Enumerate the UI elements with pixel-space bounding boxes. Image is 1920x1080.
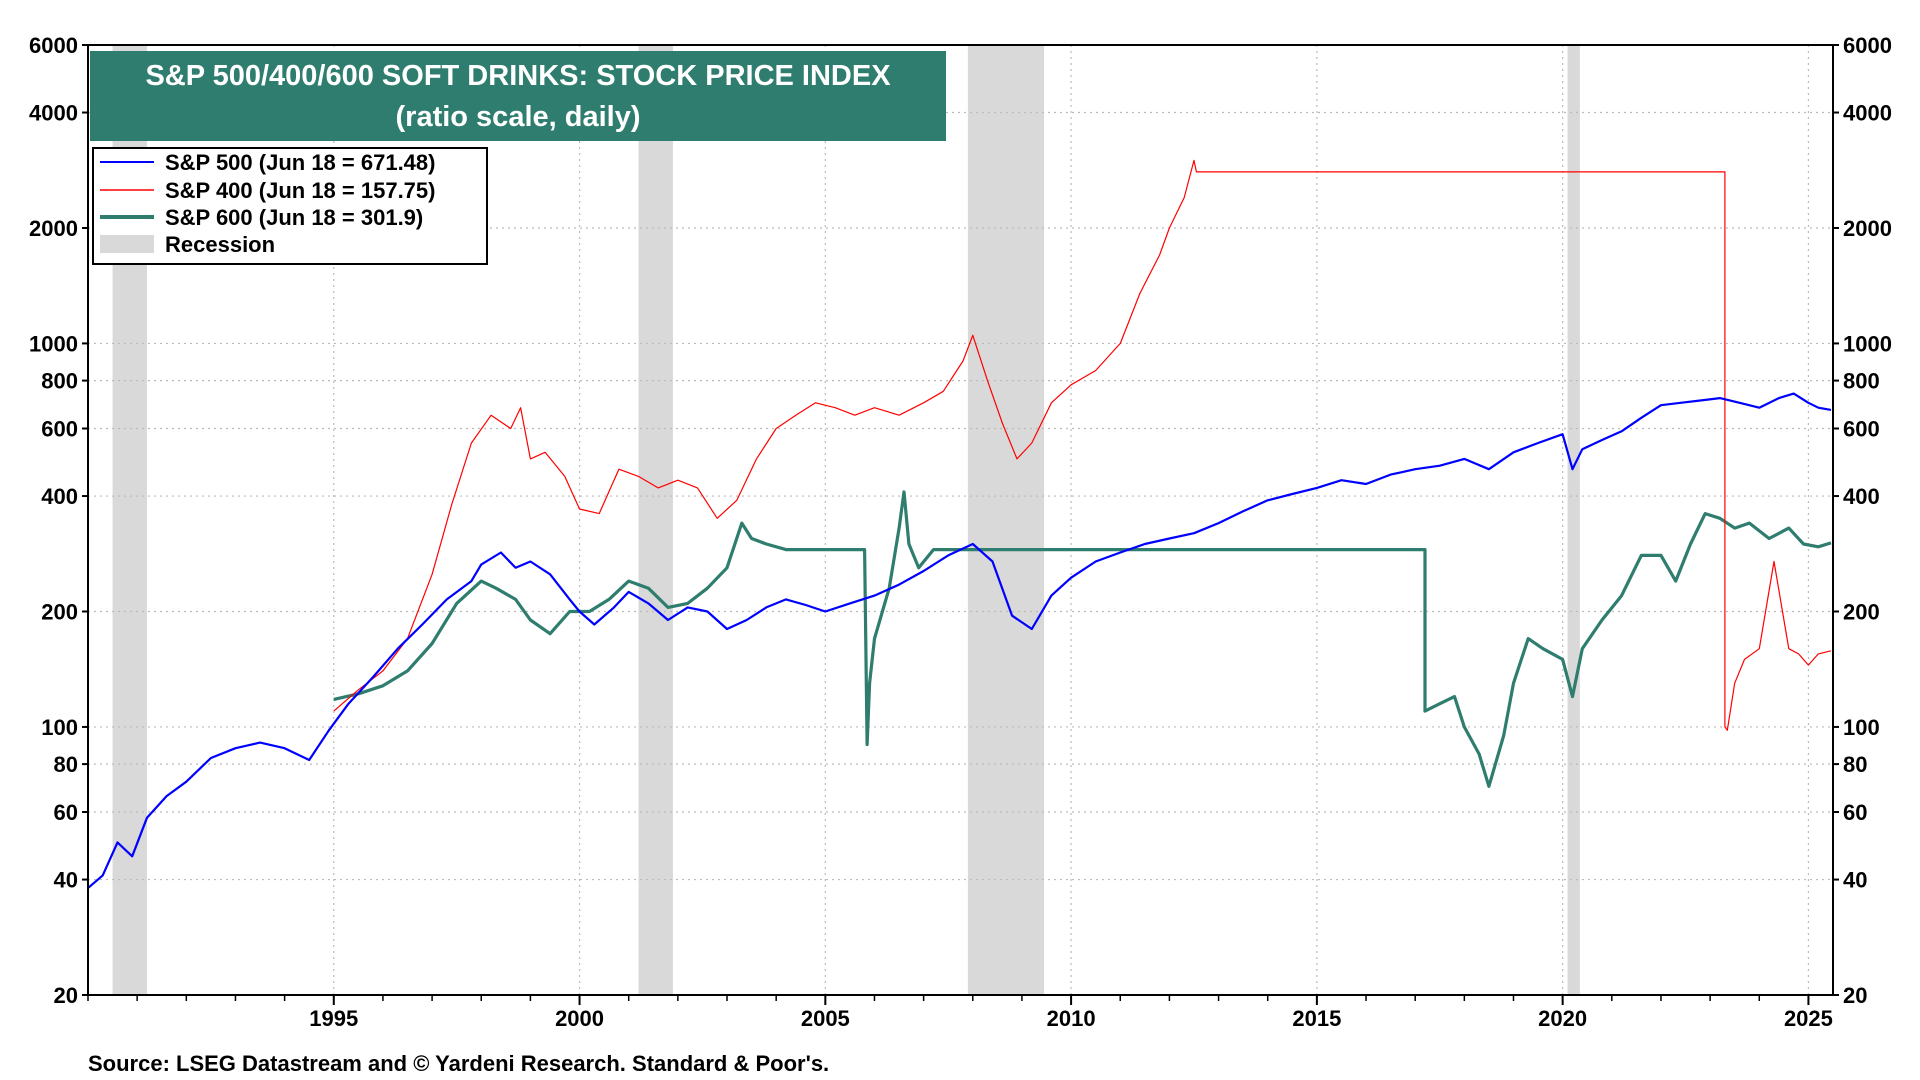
y-tick-label-right: 800 bbox=[1843, 369, 1880, 394]
y-tick-label-right: 6000 bbox=[1843, 33, 1892, 58]
y-tick-label-right: 40 bbox=[1843, 868, 1867, 893]
y-tick-label-left: 1000 bbox=[29, 331, 78, 356]
y-tick-label-left: 100 bbox=[41, 715, 78, 740]
recession-band-2 bbox=[967, 45, 1045, 995]
grid-lines bbox=[88, 44, 1833, 996]
y-tick-label-right: 100 bbox=[1843, 715, 1880, 740]
y-tick-label-right: 600 bbox=[1843, 417, 1880, 442]
y-tick-label-left: 6000 bbox=[29, 33, 78, 58]
title-box: S&P 500/400/600 SOFT DRINKS: STOCK PRICE… bbox=[90, 51, 946, 141]
legend-label-sp600: S&P 600 (Jun 18 = 301.9) bbox=[165, 205, 423, 230]
recession-band-3 bbox=[1567, 45, 1580, 995]
y-tick-label-left: 600 bbox=[41, 417, 78, 442]
series-line-s-p-400 bbox=[333, 159, 1832, 731]
x-tick-label: 2015 bbox=[1292, 1006, 1341, 1031]
y-tick-label-right: 1000 bbox=[1843, 331, 1892, 356]
y-tick-label-right: 80 bbox=[1843, 752, 1867, 777]
y-tick-label-left: 800 bbox=[41, 369, 78, 394]
x-tick-label: 2020 bbox=[1538, 1006, 1587, 1031]
legend-label-recession: Recession bbox=[165, 232, 275, 257]
x-tick-label: 2025 bbox=[1784, 1006, 1833, 1031]
legend-swatch-recession bbox=[100, 235, 154, 253]
series-line-s-p-600 bbox=[333, 490, 1832, 788]
y-tick-label-left: 400 bbox=[41, 484, 78, 509]
y-tick-label-left: 20 bbox=[54, 983, 78, 1008]
legend-box bbox=[92, 147, 488, 265]
y-tick-label-right: 60 bbox=[1843, 800, 1867, 825]
recession-band-1 bbox=[638, 45, 673, 995]
x-tick-label: 2005 bbox=[801, 1006, 850, 1031]
y-tick-label-right: 20 bbox=[1843, 983, 1867, 1008]
chart-title: S&P 500/400/600 SOFT DRINKS: STOCK PRICE… bbox=[145, 60, 891, 92]
x-tick-label: 1995 bbox=[309, 1006, 358, 1031]
x-tick-label: 2010 bbox=[1047, 1006, 1096, 1031]
title-background bbox=[90, 51, 946, 141]
y-tick-label-left: 40 bbox=[54, 868, 78, 893]
y-tick-label-left: 4000 bbox=[29, 101, 78, 126]
y-tick-label-left: 200 bbox=[41, 599, 78, 624]
legend-label-sp500: S&P 500 (Jun 18 = 671.48) bbox=[165, 150, 435, 175]
chart-subtitle: (ratio scale, daily) bbox=[396, 101, 641, 133]
y-tick-label-left: 2000 bbox=[29, 216, 78, 241]
legend: S&P 500 (Jun 18 = 671.48) S&P 400 (Jun 1… bbox=[92, 147, 488, 265]
y-tick-label-right: 200 bbox=[1843, 599, 1880, 624]
source-note: Source: LSEG Datastream and © Yardeni Re… bbox=[88, 1051, 829, 1076]
plot-frame bbox=[87, 44, 1834, 996]
x-tick-label: 2000 bbox=[555, 1006, 604, 1031]
y-tick-label-right: 2000 bbox=[1843, 216, 1892, 241]
y-tick-label-left: 80 bbox=[54, 752, 78, 777]
series-line-s-p-500 bbox=[87, 392, 1832, 889]
series-lines bbox=[87, 159, 1832, 889]
y-tick-label-left: 60 bbox=[54, 800, 78, 825]
legend-label-sp400: S&P 400 (Jun 18 = 157.75) bbox=[165, 178, 435, 203]
y-tick-label-right: 400 bbox=[1843, 484, 1880, 509]
y-tick-label-right: 4000 bbox=[1843, 101, 1892, 126]
